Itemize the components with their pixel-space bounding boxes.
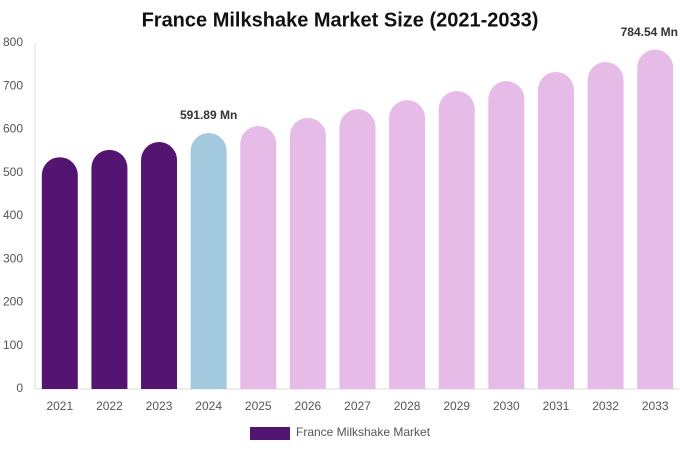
- x-tick-label: 2027: [344, 399, 371, 413]
- y-tick-label: 400: [3, 208, 23, 222]
- y-tick-label: 800: [3, 35, 23, 49]
- bar: [488, 81, 525, 390]
- y-tick-label: 700: [3, 78, 23, 92]
- x-tick-label: 2031: [543, 399, 570, 413]
- bar: [190, 133, 227, 389]
- x-tick-label: 2023: [146, 399, 173, 413]
- bar: [637, 49, 674, 389]
- y-tick-label: 300: [3, 251, 23, 265]
- x-tick-label: 2026: [295, 399, 322, 413]
- y-tick-label: 100: [3, 338, 23, 352]
- value-label: 784.54 Mn: [621, 25, 678, 39]
- x-tick-label: 2030: [493, 399, 520, 413]
- bar: [587, 62, 624, 390]
- chart-title: France Milkshake Market Size (2021-2033): [142, 9, 539, 31]
- legend-label: France Milkshake Market: [296, 425, 431, 439]
- x-tick-label: 2032: [592, 399, 619, 413]
- y-tick-label: 200: [3, 295, 23, 309]
- y-tick-label: 0: [16, 381, 23, 395]
- bar: [389, 100, 426, 389]
- x-tick-label: 2028: [394, 399, 421, 413]
- x-tick-label: 2025: [245, 399, 272, 413]
- bar: [438, 91, 475, 389]
- y-tick-label: 500: [3, 165, 23, 179]
- value-label: 591.89 Mn: [180, 108, 237, 122]
- x-tick-label: 2022: [96, 399, 123, 413]
- bar: [240, 126, 277, 390]
- x-tick-label: 2033: [642, 399, 669, 413]
- x-tick-label: 2029: [443, 399, 470, 413]
- bar: [41, 157, 78, 389]
- bar: [141, 142, 178, 389]
- bar: [91, 149, 128, 389]
- bar: [537, 71, 574, 389]
- legend-swatch: [250, 427, 290, 440]
- bar: [289, 117, 326, 389]
- x-tick-label: 2021: [46, 399, 73, 413]
- bar: [339, 109, 376, 390]
- x-tick-label: 2024: [195, 399, 222, 413]
- y-tick-label: 600: [3, 122, 23, 136]
